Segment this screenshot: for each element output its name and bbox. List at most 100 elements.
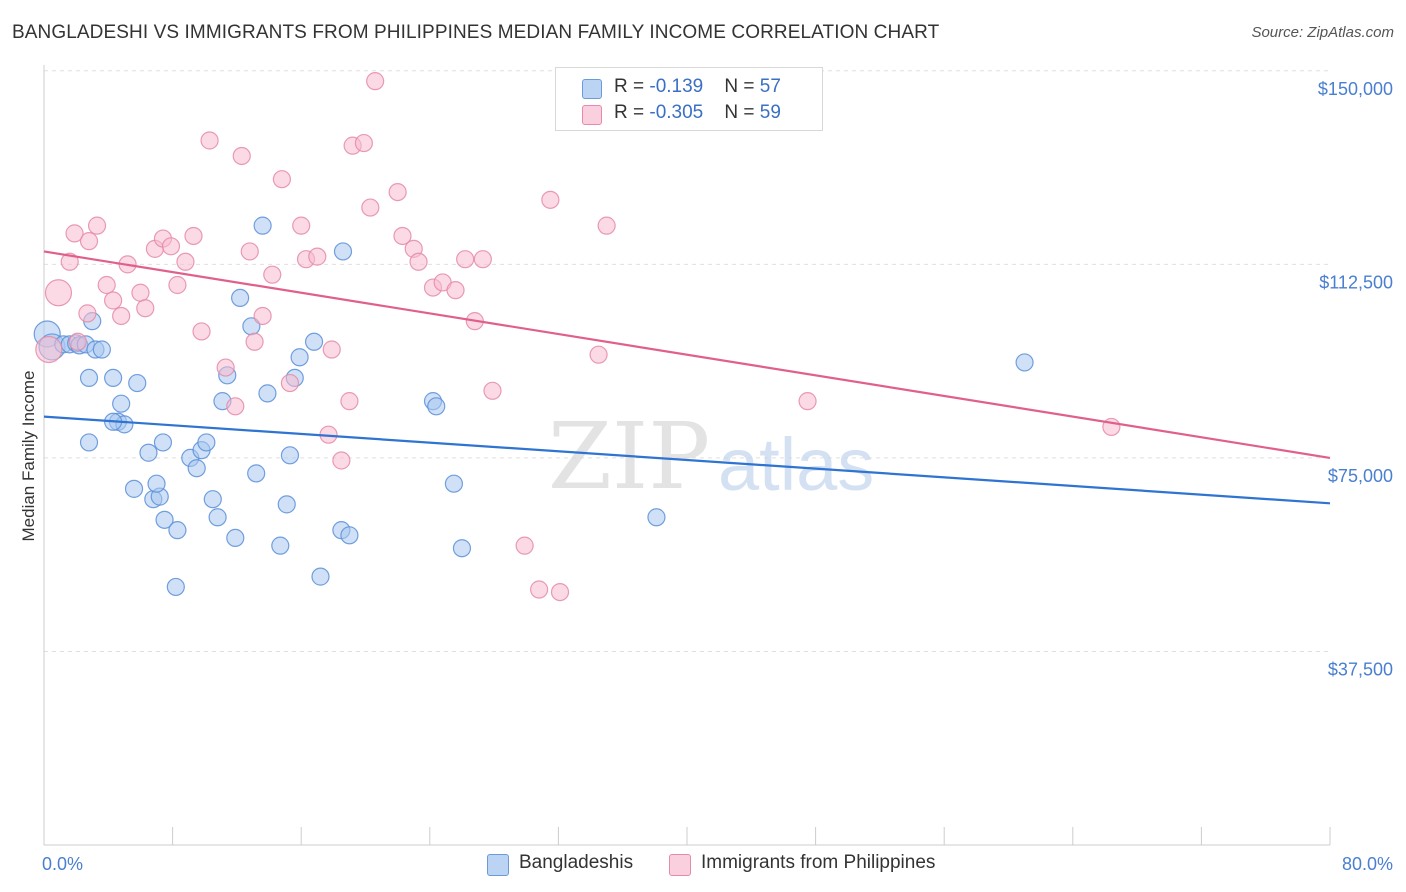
y-tick-label: $150,000	[1318, 79, 1393, 99]
trend-line-bangladeshi	[43, 415, 1331, 505]
point-philippines	[388, 182, 407, 202]
point-philippines	[232, 146, 251, 166]
point-philippines	[322, 340, 341, 359]
legend-n-label: N =	[724, 102, 760, 123]
point-bangladeshi	[112, 394, 131, 413]
point-philippines	[131, 283, 150, 302]
point-philippines	[280, 373, 300, 393]
point-philippines	[44, 279, 73, 307]
legend-r-value: -0.305	[649, 102, 704, 123]
point-philippines	[483, 381, 502, 400]
legend-swatch-blue	[487, 854, 509, 876]
y-tick-label: $75,000	[1328, 466, 1393, 486]
point-philippines	[446, 281, 465, 300]
point-philippines	[589, 345, 608, 364]
tick-labels: $37,500 $75,000 $112,500 $150,000 0.0% 80.0%	[42, 79, 1393, 874]
point-philippines	[192, 322, 211, 341]
x-tick-label: 80.0%	[1342, 854, 1393, 874]
point-philippines	[60, 252, 79, 271]
legend-label-bangladeshis: Bangladeshis	[519, 852, 634, 873]
point-bangladeshi	[197, 433, 216, 452]
point-bangladeshi	[1015, 353, 1034, 372]
point-philippines	[112, 306, 131, 326]
point-philippines	[245, 332, 264, 351]
point-bangladeshi	[290, 348, 309, 367]
point-philippines	[176, 252, 195, 271]
point-philippines	[104, 291, 123, 310]
point-philippines	[35, 335, 63, 364]
point-philippines	[65, 224, 84, 243]
point-philippines	[168, 275, 187, 295]
point-bangladeshi	[226, 528, 245, 548]
point-bangladeshi	[231, 288, 250, 308]
point-philippines	[253, 306, 272, 326]
trend-line-philippines	[43, 250, 1331, 459]
legend-swatch-pink	[582, 105, 602, 125]
legend-r-label: R =	[614, 102, 650, 123]
point-philippines	[393, 226, 412, 246]
watermark: ZIP atlas	[548, 403, 874, 510]
point-bangladeshi	[203, 490, 222, 509]
point-philippines	[530, 580, 549, 599]
point-bangladeshi	[153, 433, 173, 452]
legend-n-value: 59	[759, 102, 781, 123]
point-philippines	[366, 72, 385, 91]
point-bangladeshi	[452, 539, 472, 558]
point-bangladeshi	[444, 474, 464, 493]
point-philippines	[354, 133, 373, 153]
point-philippines	[541, 190, 560, 209]
point-philippines	[68, 332, 87, 351]
legend-swatch-pink	[669, 854, 691, 876]
point-bangladeshi	[427, 397, 446, 416]
legend-n-label: N =	[724, 76, 760, 97]
point-philippines	[136, 299, 155, 318]
point-philippines	[473, 250, 492, 269]
point-bangladeshi	[147, 474, 166, 493]
y-tick-label: $37,500	[1328, 659, 1393, 679]
point-philippines	[409, 252, 428, 271]
y-tick-label: $112,500	[1319, 272, 1393, 292]
trend-lines	[43, 250, 1331, 505]
point-bangladeshi	[258, 384, 277, 403]
point-philippines	[226, 397, 245, 416]
point-bangladeshi	[208, 508, 227, 527]
point-bangladeshi	[79, 433, 99, 452]
point-bangladeshi	[271, 536, 290, 555]
point-bangladeshi	[340, 526, 359, 545]
point-philippines	[87, 216, 107, 235]
point-bangladeshi	[187, 459, 206, 478]
point-bangladeshi	[139, 443, 158, 462]
point-philippines	[263, 265, 282, 284]
point-bangladeshi	[253, 216, 272, 235]
point-philippines	[361, 198, 380, 217]
point-bangladeshi	[280, 446, 300, 465]
point-bangladeshi	[277, 495, 296, 514]
point-bangladeshi	[92, 340, 111, 359]
point-bangladeshi	[124, 479, 144, 498]
point-bangladeshi	[247, 464, 266, 483]
point-philippines	[79, 232, 99, 251]
point-bangladeshi	[333, 242, 353, 261]
legend-n-value: 57	[759, 76, 781, 97]
point-philippines	[292, 216, 311, 235]
point-philippines	[456, 250, 475, 269]
point-bangladeshi	[79, 368, 99, 388]
point-philippines	[200, 131, 219, 150]
legend-r-label: R =	[614, 76, 650, 97]
point-bangladeshi	[104, 368, 123, 388]
data-points	[33, 72, 1121, 602]
point-philippines	[332, 451, 351, 470]
point-bangladeshi	[166, 577, 185, 597]
axes	[43, 65, 1331, 846]
point-philippines	[597, 216, 616, 235]
point-philippines	[272, 170, 292, 189]
legend-swatch-blue	[582, 79, 602, 99]
point-bangladeshi	[304, 332, 324, 351]
legend-label-philippines: Immigrants from Philippines	[701, 852, 936, 873]
chart-source: Source: ZipAtlas.com	[1251, 24, 1394, 41]
point-philippines	[798, 392, 817, 411]
point-philippines	[550, 582, 570, 602]
point-bangladeshi	[168, 521, 187, 540]
chart-title: BANGLADESHI VS IMMIGRANTS FROM PHILIPPIN…	[12, 22, 940, 43]
